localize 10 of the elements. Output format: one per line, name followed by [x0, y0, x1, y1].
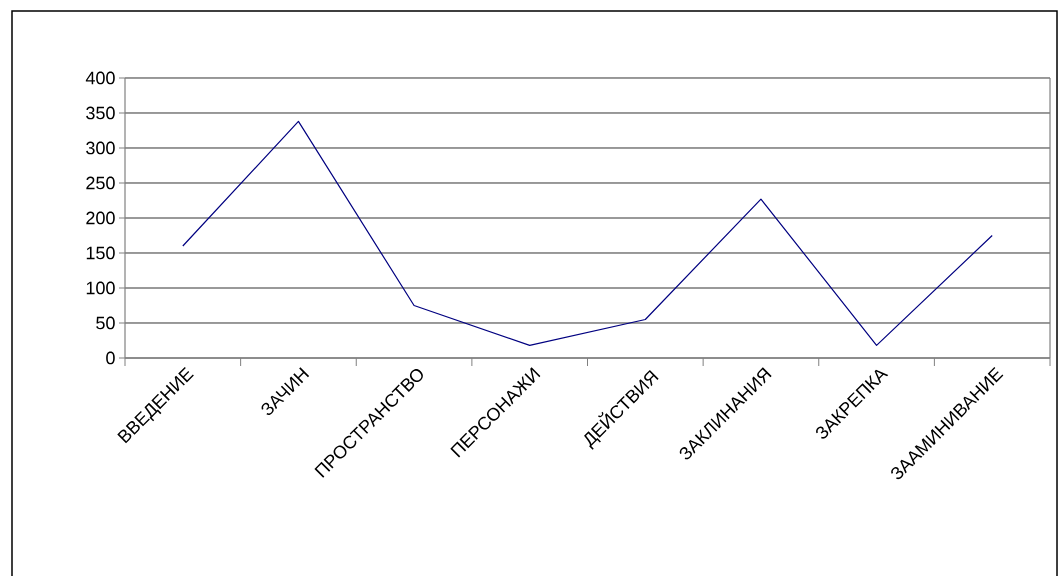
y-tick-label: 400 — [85, 71, 115, 85]
y-tick-label: 100 — [86, 281, 115, 295]
y-tick-label: 150 — [86, 246, 115, 260]
y-tick-label: 50 — [96, 316, 115, 330]
y-tick-label: 350 — [86, 106, 115, 120]
y-tick-label: 200 — [86, 211, 115, 225]
y-tick-label: 250 — [86, 176, 115, 190]
line-series — [182, 120, 993, 346]
y-tick-label: 300 — [86, 141, 115, 155]
y-tick-label: 0 — [106, 351, 115, 365]
